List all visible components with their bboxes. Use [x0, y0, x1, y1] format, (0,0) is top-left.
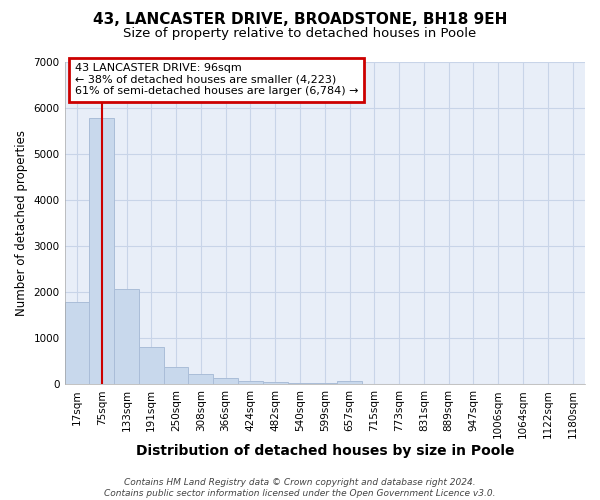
- Bar: [114, 290, 139, 384]
- Bar: [65, 302, 89, 384]
- Bar: [337, 382, 362, 384]
- Text: 43 LANCASTER DRIVE: 96sqm
← 38% of detached houses are smaller (4,223)
61% of se: 43 LANCASTER DRIVE: 96sqm ← 38% of detac…: [75, 63, 358, 96]
- Bar: [263, 382, 287, 384]
- Y-axis label: Number of detached properties: Number of detached properties: [15, 130, 28, 316]
- Text: 43, LANCASTER DRIVE, BROADSTONE, BH18 9EH: 43, LANCASTER DRIVE, BROADSTONE, BH18 9E…: [93, 12, 507, 28]
- Bar: [287, 382, 313, 384]
- Bar: [164, 368, 188, 384]
- Bar: [188, 374, 213, 384]
- Bar: [213, 378, 238, 384]
- Bar: [89, 118, 114, 384]
- Text: Contains HM Land Registry data © Crown copyright and database right 2024.
Contai: Contains HM Land Registry data © Crown c…: [104, 478, 496, 498]
- X-axis label: Distribution of detached houses by size in Poole: Distribution of detached houses by size …: [136, 444, 514, 458]
- Bar: [238, 380, 263, 384]
- Text: Size of property relative to detached houses in Poole: Size of property relative to detached ho…: [124, 28, 476, 40]
- Bar: [139, 348, 164, 385]
